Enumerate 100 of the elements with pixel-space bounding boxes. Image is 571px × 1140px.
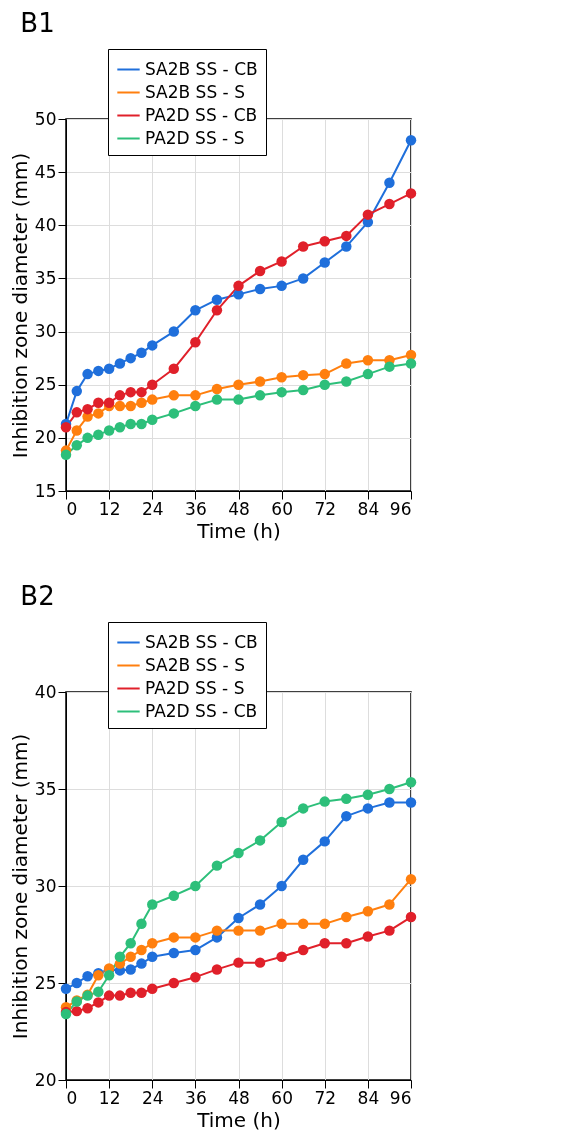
- point: [276, 880, 287, 892]
- point: [233, 379, 244, 390]
- point: [93, 429, 104, 440]
- point: [233, 280, 244, 292]
- y-tick-label: 15: [34, 480, 57, 501]
- point: [211, 305, 223, 316]
- point: [136, 397, 147, 409]
- point: [147, 938, 158, 949]
- x-tick-label: 48: [228, 498, 250, 519]
- point: [114, 390, 126, 401]
- x-tick-label: 60: [271, 498, 293, 519]
- point: [190, 305, 201, 316]
- y-tick-label: 35: [34, 778, 57, 799]
- point: [103, 970, 115, 981]
- point: [405, 911, 417, 923]
- y-tick-label: 30: [34, 321, 57, 342]
- point: [341, 230, 352, 242]
- y-tick-label: 50: [34, 108, 57, 129]
- point: [125, 938, 136, 949]
- point: [190, 880, 201, 892]
- point: [190, 390, 201, 401]
- x-tick-label: 96: [389, 498, 412, 519]
- point: [71, 1005, 83, 1017]
- point: [384, 177, 395, 189]
- point: [405, 776, 417, 788]
- point: [114, 421, 126, 433]
- point: [93, 986, 104, 997]
- point: [147, 899, 158, 910]
- point: [125, 951, 136, 963]
- point: [168, 977, 180, 989]
- point: [114, 400, 126, 412]
- x-axis-title: Time (h): [196, 518, 281, 543]
- point: [233, 394, 244, 405]
- point: [136, 386, 147, 398]
- point: [211, 925, 223, 936]
- legend-label: PA2D SS - CB: [145, 104, 258, 125]
- point: [405, 135, 417, 146]
- legend-label: SA2B SS - S: [145, 81, 245, 102]
- point: [211, 860, 223, 871]
- y-tick-label: 40: [34, 681, 57, 702]
- point: [297, 384, 309, 396]
- point: [136, 987, 147, 998]
- x-tick-label: 60: [271, 1087, 293, 1108]
- point: [60, 983, 72, 995]
- x-tick-label: 12: [98, 498, 121, 519]
- point: [168, 890, 180, 901]
- legend-label: SA2B SS - CB: [145, 58, 258, 79]
- point: [125, 964, 136, 975]
- point: [82, 432, 93, 444]
- point: [341, 938, 352, 949]
- y-axis-title: Inhibition zone diameter (mm): [7, 733, 32, 1040]
- y-tick-label: 30: [34, 875, 57, 896]
- point: [341, 358, 352, 369]
- point: [405, 873, 417, 885]
- x-tick-label: 36: [185, 1087, 207, 1108]
- point: [82, 970, 93, 982]
- point: [276, 256, 287, 267]
- point: [405, 358, 417, 369]
- x-axis-title: Time (h): [196, 1107, 281, 1132]
- point: [93, 397, 104, 409]
- point: [405, 797, 417, 808]
- point: [297, 803, 309, 814]
- point: [362, 789, 374, 801]
- point: [82, 368, 93, 380]
- point: [103, 425, 115, 436]
- x-tick-label: 84: [357, 1087, 380, 1108]
- point: [297, 918, 309, 930]
- y-axis-title: Inhibition zone diameter (mm): [7, 152, 32, 459]
- x-tick-label: 0: [66, 1087, 78, 1108]
- legend-label: PA2D SS - CB: [145, 700, 258, 721]
- point: [254, 835, 266, 846]
- point: [384, 198, 395, 210]
- point: [297, 944, 309, 956]
- point: [233, 925, 244, 936]
- x-tick-label: 96: [389, 1087, 412, 1108]
- point: [71, 977, 83, 989]
- point: [71, 425, 83, 436]
- point: [319, 257, 330, 268]
- y-tick-label: 25: [34, 972, 57, 993]
- x-tick-label: 24: [141, 1087, 164, 1108]
- point: [405, 188, 417, 199]
- point: [319, 235, 330, 247]
- point: [114, 951, 126, 963]
- point: [190, 932, 201, 943]
- point: [103, 363, 115, 375]
- point: [276, 386, 287, 398]
- chart-title: B2: [20, 580, 55, 611]
- point: [254, 265, 266, 277]
- x-tick-label: 24: [141, 498, 164, 519]
- point: [319, 368, 330, 380]
- point: [362, 803, 374, 814]
- point: [168, 408, 180, 419]
- x-tick-label: 0: [66, 498, 78, 519]
- x-tick-label: 72: [314, 1087, 337, 1108]
- point: [319, 938, 330, 949]
- point: [93, 408, 104, 419]
- point: [147, 951, 158, 963]
- point: [168, 390, 180, 401]
- point: [71, 440, 83, 451]
- point: [125, 418, 136, 430]
